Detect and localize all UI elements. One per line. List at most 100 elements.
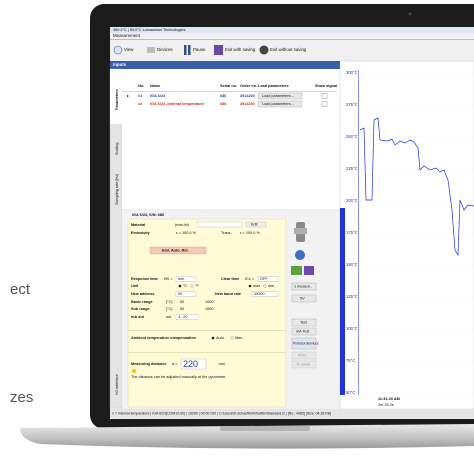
button[interactable] <box>291 360 317 369</box>
button[interactable] <box>291 282 317 291</box>
dropdown[interactable] <box>175 291 197 297</box>
button-label[interactable]: 1 measur.. <box>294 285 312 289</box>
status-bar <box>110 409 474 418</box>
toolbar-button[interactable]: Devices <box>157 47 173 52</box>
label: Material <box>131 223 145 227</box>
tab[interactable]: Parameters <box>115 89 119 110</box>
button[interactable] <box>257 92 303 100</box>
option: max <box>253 284 260 288</box>
dropdown[interactable] <box>257 276 279 282</box>
menu-item[interactable]: Measurement <box>113 33 141 38</box>
option: °F <box>195 284 200 288</box>
button-label[interactable]: 5V <box>300 297 305 301</box>
table-header: Load parameters <box>258 84 289 88</box>
distance-value[interactable]: 220 <box>183 359 198 369</box>
cell: 3914230 <box>240 102 255 106</box>
button-label[interactable]: mA Test <box>296 330 310 334</box>
label: Unit <box>131 284 139 288</box>
dropdown[interactable] <box>196 221 243 228</box>
y-label: 200°C <box>346 198 358 203</box>
view-icon <box>113 45 123 55</box>
y-label: 150°C <box>346 262 358 267</box>
checkbox[interactable] <box>321 93 328 99</box>
label: out <box>166 315 172 319</box>
button[interactable] <box>291 318 317 327</box>
status-text: 1 = Internal temperature | IGA 6/23(COM1… <box>112 411 331 415</box>
cell: 686 <box>220 102 226 106</box>
value: 50 <box>180 307 184 311</box>
save-icon[interactable] <box>304 266 314 275</box>
reload-icon[interactable] <box>295 250 305 260</box>
button[interactable] <box>257 100 303 108</box>
dropdown[interactable] <box>175 314 199 320</box>
cell: IGA 6/23 -Internal temperature <box>150 102 204 106</box>
option: Auto. <box>216 336 225 340</box>
table-header: Name <box>150 84 160 88</box>
input[interactable] <box>180 358 207 370</box>
label: t90 = <box>164 277 173 281</box>
cell: 686 <box>220 94 226 98</box>
value[interactable]: OFF <box>260 277 268 281</box>
title-text: 380.2°C | 83.0°C Lumasense Technologies <box>113 28 185 32</box>
value[interactable]: 00 <box>178 292 182 296</box>
button[interactable] <box>245 221 267 228</box>
level-bar <box>340 208 345 395</box>
button-label[interactable]: To email <box>296 363 310 367</box>
button[interactable] <box>291 327 317 336</box>
tab[interactable]: I/O interface <box>115 374 119 395</box>
radio[interactable] <box>211 336 215 340</box>
button-label[interactable]: Emi. Auto. Rel. <box>162 249 189 253</box>
tab[interactable]: Scaling <box>115 143 119 155</box>
toolbar-button[interactable]: View <box>124 47 134 52</box>
label: Trans. <box>221 231 232 235</box>
label: Sub range <box>131 307 150 311</box>
button[interactable] <box>291 351 317 360</box>
dropdown[interactable] <box>175 276 197 282</box>
button[interactable] <box>149 246 207 255</box>
side-text: ect <box>10 281 31 298</box>
label: New baud rate <box>215 292 241 296</box>
option: Man. <box>235 336 243 340</box>
value: 1000 <box>205 300 213 304</box>
button-label[interactable]: Test <box>300 321 308 325</box>
label: Emissivity <box>131 231 151 235</box>
cell: #1 <box>138 94 142 98</box>
label: (mat.txt) <box>175 223 190 227</box>
button[interactable] <box>291 294 317 303</box>
device-title: IGA 6/23, S/N: 686 <box>132 213 164 217</box>
label: Ambient temperature compensation <box>131 336 197 340</box>
label: Measuring distance <box>131 362 166 366</box>
note: The distance can be adjusted manually at… <box>131 375 226 379</box>
save-icon <box>214 45 223 55</box>
open-icon[interactable] <box>291 266 302 275</box>
radio[interactable] <box>190 284 194 288</box>
info-icon <box>132 369 136 373</box>
radio[interactable] <box>230 336 234 340</box>
button-label[interactable]: Load parameters... <box>262 102 294 106</box>
value: 1000 <box>205 307 213 311</box>
label: Clear time <box>221 277 239 281</box>
tab[interactable]: Sampling rate [Hz] <box>115 174 119 205</box>
button-label[interactable]: Print <box>298 354 307 358</box>
dropdown[interactable] <box>251 291 279 297</box>
button-label[interactable]: Protocol Services <box>293 341 319 345</box>
signal-trace <box>359 117 474 257</box>
exit-icon <box>259 45 269 55</box>
value[interactable]: 4...20 <box>178 315 188 319</box>
value[interactable]: min. <box>178 277 185 281</box>
button[interactable] <box>291 337 317 350</box>
radio[interactable] <box>178 284 182 288</box>
radio[interactable] <box>263 284 267 288</box>
toolbar-button[interactable]: Exit with saving <box>225 47 256 52</box>
label: a = <box>172 362 178 366</box>
checkbox[interactable] <box>321 101 328 107</box>
radio[interactable] <box>248 284 252 288</box>
button-label[interactable]: Load parameters... <box>262 94 294 98</box>
toolbar-button[interactable]: Exit without saving <box>270 47 307 52</box>
button-label[interactable]: Edit <box>251 223 258 227</box>
toolbar-button[interactable]: Pause <box>193 47 206 52</box>
table-header: Order no. <box>240 84 257 88</box>
value[interactable]: 19200 <box>254 292 265 296</box>
y-labels: 300°C 275°C 250°C 225°C 200°C 175°C 150°C 125°C… <box>346 70 474 395</box>
